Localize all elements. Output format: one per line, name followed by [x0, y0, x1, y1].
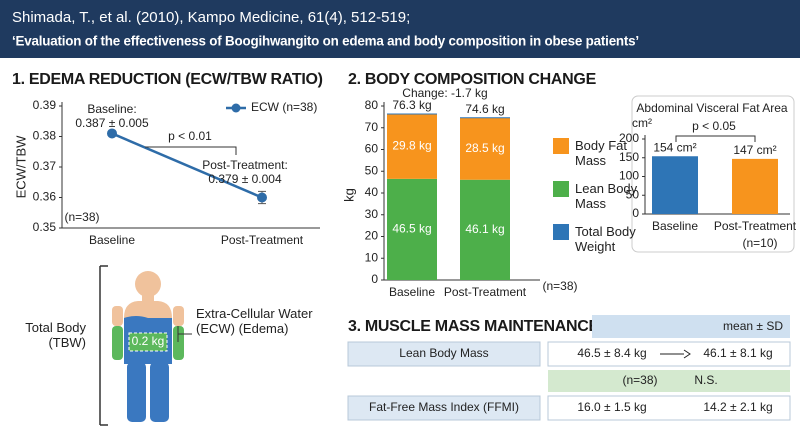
y-tick-label: 150: [619, 150, 639, 164]
tbw-label: Total Body (TBW): [25, 320, 86, 350]
point: [257, 192, 267, 203]
x-tick-label: Baseline: [389, 285, 435, 299]
annotation: p < 0.01: [168, 129, 212, 143]
series-line: [111, 132, 263, 199]
cell-value: 46.1 ± 8.1 kg: [703, 346, 772, 360]
legend-label: Total Body Weight: [575, 224, 636, 254]
chart-title: 1. EDEMA REDUCTION (ECW/TBW RATIO): [12, 71, 323, 88]
y-tick-label: 100: [619, 169, 639, 183]
cell-value: 16.0 ± 1.5 kg: [577, 400, 646, 414]
y-axis-label: ECW/TBW: [13, 135, 28, 199]
note: N.S.: [694, 373, 717, 387]
annotation: (n=38): [64, 210, 99, 224]
bar: [652, 156, 698, 214]
y-tick-label: 70: [365, 120, 379, 134]
value-label: 147 cm²: [733, 143, 776, 157]
y-tick-label: 50: [365, 163, 379, 177]
header-cell: [592, 315, 790, 338]
y-axis-label: cm²: [632, 116, 652, 130]
y-axis-label: kg: [341, 188, 356, 202]
legend-swatch: [553, 138, 569, 154]
y-tick-label: 0.35: [33, 220, 57, 234]
annotation: Baseline:: [87, 102, 136, 116]
annotation: 0.379 ± 0.004: [208, 172, 282, 186]
y-tick-label: 0: [371, 272, 378, 286]
legend-label: Body Fat Mass: [575, 138, 628, 168]
row-label-cell: [347, 395, 541, 421]
legend-marker: [231, 103, 241, 113]
significance-bracket: [145, 146, 237, 155]
row-label: Lean Body Mass: [399, 346, 488, 360]
y-tick-label: 0.39: [33, 98, 57, 112]
point: [107, 128, 117, 139]
y-tick-label: 0: [632, 206, 639, 220]
legend-swatch: [553, 181, 569, 197]
y-tick-label: 10: [365, 250, 379, 264]
cell-value: 14.2 ± 2.1 kg: [703, 400, 772, 414]
row-label-cell: [347, 341, 541, 367]
note: (n=38): [622, 373, 657, 387]
citation: Shimada, T., et al. (2010), Kampo Medici…: [12, 9, 410, 26]
bar-segment: [460, 179, 510, 280]
bar: [732, 158, 778, 214]
annotation: p < 0.05: [692, 119, 736, 133]
y-tick-label: 20: [365, 229, 379, 243]
x-tick-label: Baseline: [652, 219, 698, 233]
total-label: 74.6 kg: [465, 102, 504, 116]
value-label: 28.5 kg: [465, 141, 504, 155]
x-tick-label: Baseline: [89, 233, 135, 247]
legend-swatch: [553, 224, 569, 240]
value-label: 154 cm²: [653, 140, 696, 154]
x-tick-label: Post-Treatment: [714, 219, 797, 233]
y-tick-label: 30: [365, 207, 379, 221]
x-tick-label: Post-Treatment: [444, 285, 527, 299]
annotation: (n=38): [542, 279, 577, 293]
y-tick-label: 0.37: [33, 159, 57, 173]
header-band: [0, 0, 800, 58]
row-label: Fat-Free Mass Index (FFMI): [369, 400, 519, 414]
bar-segment: [387, 114, 437, 179]
significance-bracket: [675, 135, 756, 142]
legend-label: ECW (n=38): [251, 100, 317, 114]
note-cell: [548, 370, 790, 392]
legend-label: Lean Body Mass: [575, 181, 638, 211]
value-label: 29.8 kg: [392, 139, 431, 153]
chart-title: 2. BODY COMPOSITION CHANGE: [348, 71, 597, 88]
unit-note: mean ± SD: [723, 319, 783, 333]
ecw-label: Extra-Cellular Water (ECW) (Edema): [196, 306, 313, 336]
bar-segment: [460, 117, 510, 180]
annotation: (n=10): [742, 236, 777, 250]
arrow: [660, 349, 691, 359]
y-tick-label: 0.38: [33, 129, 57, 143]
y-tick-label: 0.36: [33, 190, 57, 204]
body-figure: [99, 265, 192, 426]
value-label: 46.1 kg: [465, 222, 504, 236]
section-title: 3. MUSCLE MASS MAINTENANCE: [348, 318, 600, 335]
cell-value: 46.5 ± 8.4 kg: [577, 346, 646, 360]
row-value-cell: [547, 395, 791, 421]
total-label: 76.3 kg: [392, 98, 431, 112]
y-tick-label: 50: [626, 187, 640, 201]
y-tick-label: 40: [365, 185, 379, 199]
annotation: Post-Treatment:: [202, 158, 288, 172]
value-label: 46.5 kg: [392, 222, 431, 236]
y-tick-label: 60: [365, 142, 379, 156]
x-tick-label: Post-Treatment: [221, 233, 304, 247]
ecw-value: 0.2 kg: [132, 334, 165, 348]
annotation: Change: -1.7 kg: [402, 86, 487, 100]
chart-title: Abdominal Visceral Fat Area: [636, 101, 788, 115]
y-tick-label: 200: [619, 131, 639, 145]
panel-frame: [631, 95, 795, 253]
annotation: 0.387 ± 0.005: [75, 116, 149, 130]
y-tick-label: 80: [365, 98, 379, 112]
bar-segment: [387, 178, 437, 280]
study-title: ‘Evaluation of the effectiveness of Boog…: [12, 34, 639, 49]
